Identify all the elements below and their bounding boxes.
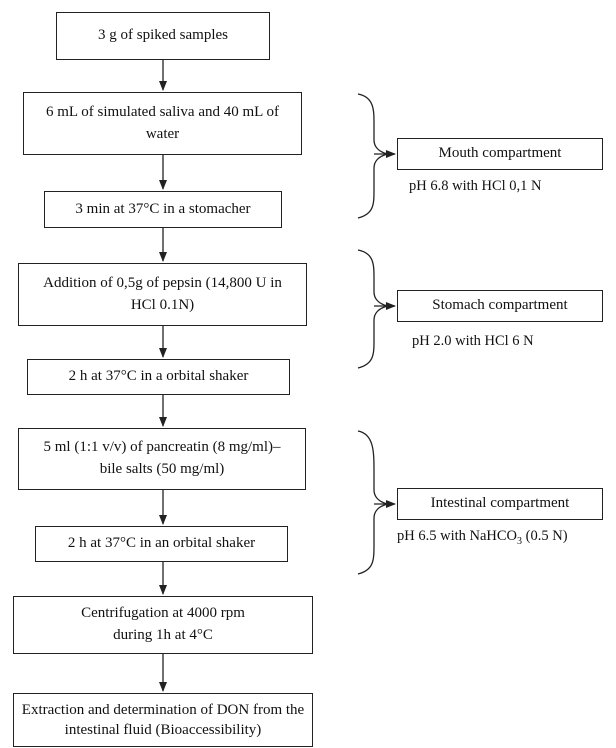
step-6-box: 5 ml (1:1 v/v) of pancreatin (8 mg/ml)–b… (18, 428, 306, 490)
step-5-box: 2 h at 37°C in a orbital shaker (27, 359, 290, 395)
step-9-box: Extraction and determination of DON from… (13, 693, 313, 747)
stomach-ph-note: pH 2.0 with HCl 6 N (412, 333, 534, 349)
step-8-box: Centrifugation at 4000 rpm during 1h at … (13, 596, 313, 654)
step-9-text: Extraction and determination of DON from… (21, 701, 305, 738)
step-3-text: 3 min at 37°C in a stomacher (75, 200, 251, 217)
step-1-box: 3 g of spiked samples (56, 12, 270, 60)
step-2-box: 6 mL of simulated saliva and 40 mL of wa… (23, 92, 302, 155)
mouth-ph-note: pH 6.8 with HCl 0,1 N (409, 178, 542, 194)
intestinal-ph-suffix: (0.5 N) (522, 528, 568, 544)
step-2-text: 6 mL of simulated saliva and 40 mL of wa… (45, 103, 279, 142)
mouth-compartment-label: Mouth compartment (438, 145, 562, 162)
step-4-box: Addition of 0,5g of pepsin (14,800 U in … (18, 263, 307, 326)
intestinal-brace (357, 430, 389, 575)
step-6-text: 5 ml (1:1 v/v) of pancreatin (8 mg/ml)–b… (43, 439, 281, 477)
intestinal-compartment-label: Intestinal compartment (430, 495, 570, 512)
stomach-brace (357, 249, 389, 369)
step-8-text: Centrifugation at 4000 rpm during 1h at … (81, 605, 245, 643)
step-4-text: Addition of 0,5g of pepsin (14,800 U in … (43, 274, 282, 313)
step-3-box: 3 min at 37°C in a stomacher (44, 191, 282, 228)
step-1-text: 3 g of spiked samples (98, 27, 228, 44)
step-5-text: 2 h at 37°C in a orbital shaker (68, 368, 249, 385)
intestinal-compartment-box: Intestinal compartment (397, 488, 603, 520)
step-7-text: 2 h at 37°C in an orbital shaker (67, 535, 256, 552)
mouth-brace (357, 93, 389, 219)
intestinal-ph-prefix: pH 6.5 with NaHCO (397, 528, 518, 544)
step-7-box: 2 h at 37°C in an orbital shaker (35, 526, 288, 562)
mouth-compartment-box: Mouth compartment (397, 138, 603, 170)
stomach-compartment-label: Stomach compartment (432, 297, 568, 314)
stomach-compartment-box: Stomach compartment (397, 290, 603, 322)
intestinal-ph-subscript: 3 (517, 535, 523, 547)
intestinal-ph-note: pH 6.5 with NaHCO3 (0.5 N) (397, 528, 568, 547)
